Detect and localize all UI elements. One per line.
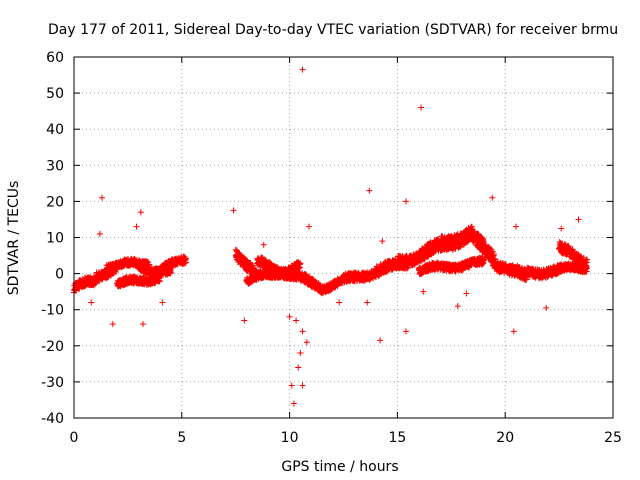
chart-title: Day 177 of 2011, Sidereal Day-to-day VTE… <box>48 22 618 38</box>
scatter-point <box>133 223 140 230</box>
scatter-point <box>543 304 550 311</box>
scatter-point <box>379 238 386 245</box>
scatter-point <box>99 194 106 201</box>
scatter-point <box>366 187 373 194</box>
y-tick-label: -10 <box>41 303 64 319</box>
y-tick-label: 10 <box>46 231 64 247</box>
scatter-point <box>286 313 293 320</box>
scatter-point <box>96 230 103 237</box>
y-tick-label: -30 <box>41 375 64 391</box>
scatter-point <box>575 216 582 223</box>
x-tick-label: 0 <box>70 430 79 446</box>
scatter-point <box>297 350 304 357</box>
scatter-point <box>377 337 384 344</box>
scatter-point <box>558 225 565 232</box>
scatter-point <box>109 321 116 328</box>
scatter-point <box>230 207 237 214</box>
y-tick-label: 50 <box>46 86 64 102</box>
y-tick-label: -20 <box>41 339 64 355</box>
y-axis-ticks: 60 50 40 30 20 10 0 -10 -20 -30 -40 <box>41 50 613 427</box>
scatter-point <box>489 194 496 201</box>
grid-lines <box>74 57 613 418</box>
scatter-point <box>299 328 306 335</box>
scatter-point <box>336 299 343 306</box>
y-tick-label: 60 <box>46 50 64 66</box>
y-tick-label: 30 <box>46 158 64 174</box>
scatter-point <box>418 104 425 111</box>
scatter-point <box>420 288 427 295</box>
scatter-point <box>306 223 313 230</box>
scatter-point <box>293 317 300 324</box>
scatter-point <box>403 328 410 335</box>
x-tick-label: 20 <box>496 430 514 446</box>
x-axis-label: GPS time / hours <box>281 459 398 475</box>
scatter-point <box>241 317 248 324</box>
scatter-point <box>299 382 306 389</box>
data-points <box>71 66 590 407</box>
x-tick-label: 10 <box>281 430 299 446</box>
y-tick-label: 20 <box>46 194 64 210</box>
scatter-point <box>295 364 302 371</box>
y-tick-label: -40 <box>41 411 64 427</box>
y-tick-label: 40 <box>46 122 64 138</box>
scatter-point <box>403 198 410 205</box>
scatter-point <box>303 339 310 346</box>
x-tick-label: 15 <box>388 430 406 446</box>
x-tick-label: 5 <box>177 430 186 446</box>
scatter-point <box>139 321 146 328</box>
scatter-point <box>288 382 295 389</box>
y-tick-label: 0 <box>55 267 64 283</box>
scatter-point <box>512 223 519 230</box>
x-tick-label: 25 <box>604 430 622 446</box>
scatter-point <box>454 303 461 310</box>
scatter-point <box>137 209 144 216</box>
scatter-point <box>463 290 470 297</box>
scatter-point <box>159 299 166 306</box>
scatter-point-cloud <box>71 223 590 297</box>
scatter-point <box>260 241 267 248</box>
scatter-point <box>88 299 95 306</box>
scatter-point <box>364 299 371 306</box>
scatter-point <box>290 400 297 407</box>
y-axis-label: SDTVAR / TECUs <box>6 181 22 296</box>
scatter-point <box>510 328 517 335</box>
x-axis-ticks: 0 5 10 15 20 25 <box>70 57 622 446</box>
scatter-point <box>299 66 306 73</box>
